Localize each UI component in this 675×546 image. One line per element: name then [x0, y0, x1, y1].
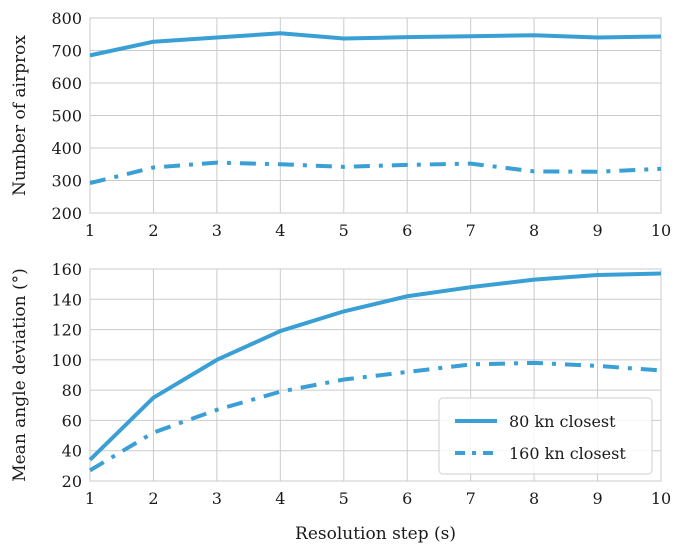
angle-series-160kn-line	[88, 360, 662, 473]
angle-xtick-label: 7	[466, 489, 476, 508]
angle-xtick-label: 3	[212, 489, 222, 508]
angle-xtick-label: 6	[402, 489, 412, 508]
airprox-ytick-label: 600	[51, 74, 82, 93]
legend-label: 80 kn closest	[509, 412, 616, 431]
angle-xtick-label: 8	[529, 489, 539, 508]
airprox-y-axis-title: Number of airprox	[10, 35, 30, 196]
angle-ytick-label: 120	[51, 321, 82, 340]
angle-ytick-label: 160	[51, 260, 82, 279]
angle-ytick-label: 60	[62, 411, 82, 430]
airprox-ytick-label: 500	[51, 107, 82, 126]
airprox-ytick-label: 800	[51, 9, 82, 28]
airprox-xtick-label: 9	[592, 221, 602, 240]
airprox-ytick-label: 400	[51, 139, 82, 158]
airprox-xtick-label: 10	[651, 221, 671, 240]
airprox-chart: 1 2 3 4 5 6 7 8 9 10 200 300 400 500 600 700 800 Number o…	[10, 9, 671, 240]
airprox-xtick-label: 6	[402, 221, 412, 240]
angle-xtick-label: 4	[275, 489, 285, 508]
angle-ytick-label: 20	[62, 472, 82, 491]
airprox-xtick-label: 4	[275, 221, 285, 240]
angle-deviation-chart: 1 2 3 4 5 6 7 8 9 10 20 40 60 80 100 120 140 160 Mean angl…	[10, 260, 671, 544]
airprox-xtick-label: 5	[339, 221, 349, 240]
angle-ytick-label: 100	[51, 351, 82, 370]
airprox-xtick-label: 7	[466, 221, 476, 240]
airprox-xtick-label: 8	[529, 221, 539, 240]
airprox-ytick-label: 300	[51, 172, 82, 191]
airprox-series-80kn-line	[89, 31, 662, 58]
angle-ytick-label: 140	[51, 290, 82, 309]
airprox-xtick-label: 3	[212, 221, 222, 240]
angle-xtick-label: 1	[85, 489, 95, 508]
angle-xtick-label: 10	[651, 489, 671, 508]
airprox-ytick-label: 200	[51, 204, 82, 223]
angle-xtick-label: 2	[148, 489, 158, 508]
airprox-xtick-label: 1	[85, 221, 95, 240]
airprox-ytick-label: 700	[51, 42, 82, 61]
angle-y-axis-title: Mean angle deviation (°)	[10, 268, 30, 482]
angle-ytick-label: 80	[62, 381, 82, 400]
angle-x-axis-title: Resolution step (s)	[295, 524, 456, 544]
airprox-plot-frame	[89, 17, 662, 214]
angle-xtick-label: 9	[592, 489, 602, 508]
angle-ytick-label: 40	[62, 442, 82, 461]
airprox-xtick-label: 2	[148, 221, 158, 240]
legend-label: 160 kn closest	[509, 444, 626, 463]
angle-plot-frame	[89, 268, 662, 482]
angle-xtick-label: 5	[339, 489, 349, 508]
legend: 80 kn closest 160 kn closest	[438, 397, 653, 475]
angle-series-80kn-line	[88, 271, 662, 462]
